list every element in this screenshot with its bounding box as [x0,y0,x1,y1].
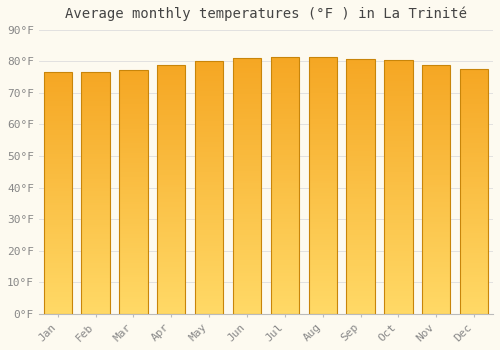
Bar [384,60,412,314]
Bar [308,57,337,314]
Title: Average monthly temperatures (°F ) in La Trinité: Average monthly temperatures (°F ) in La… [65,7,467,21]
Bar [270,57,299,314]
Bar [233,58,261,314]
Bar [119,70,148,314]
Bar [157,65,186,314]
Bar [82,72,110,314]
Bar [460,69,488,314]
Bar [346,59,375,314]
Bar [195,61,224,314]
Bar [422,65,450,314]
Bar [44,72,72,314]
